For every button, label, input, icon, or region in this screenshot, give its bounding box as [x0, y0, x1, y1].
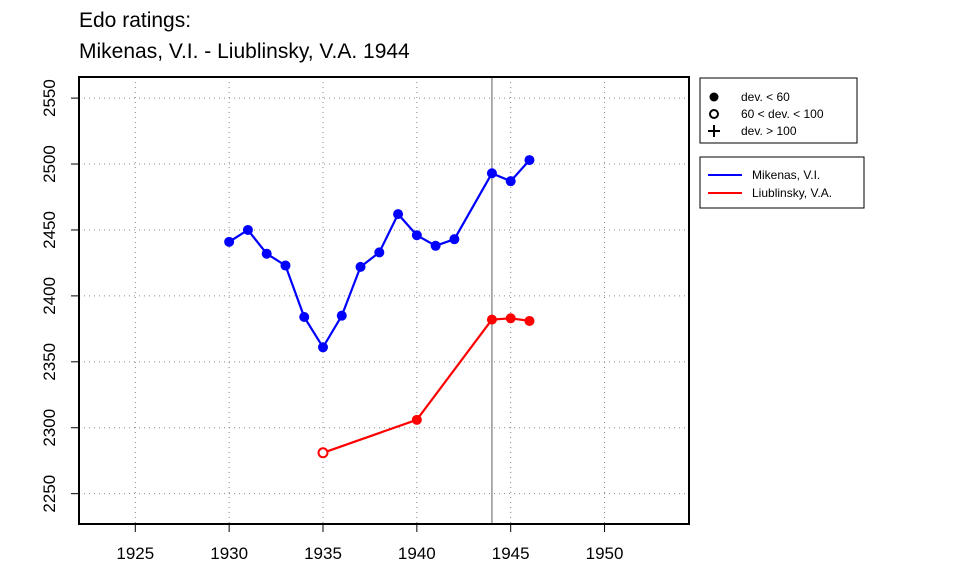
- x-tick-label: 1950: [586, 544, 624, 563]
- marker-legend-box: [699, 77, 858, 144]
- data-point: [299, 311, 310, 322]
- x-tick-label: 1930: [210, 544, 248, 563]
- marker-legend: dev. < 60 60 < dev. < 100 dev. > 100: [699, 77, 858, 144]
- data-point: [317, 447, 329, 459]
- legend-open-circle-icon: [709, 109, 719, 119]
- series-legend-box: [699, 156, 865, 209]
- marker-legend-label: dev. < 60: [741, 90, 790, 104]
- data-points: [224, 155, 535, 459]
- x-tick-label: 1925: [116, 544, 154, 563]
- data-point: [355, 261, 366, 272]
- series-line-1: [322, 317, 530, 454]
- data-point: [505, 176, 516, 187]
- x-tick-label: 1935: [304, 544, 342, 563]
- plot-frame: [78, 76, 690, 525]
- x-axis: 1925 1930 1935 1940 1945 1950: [116, 524, 623, 563]
- data-point: [486, 314, 497, 325]
- series-lines: [228, 159, 531, 454]
- y-tick-label: 2450: [40, 211, 59, 249]
- y-tick-label: 2550: [40, 79, 59, 117]
- data-point: [411, 414, 422, 425]
- legend-plus-icon: [708, 125, 720, 137]
- data-point: [486, 168, 497, 179]
- y-tick-label: 2500: [40, 145, 59, 183]
- series-legend: Mikenas, V.I. Liublinsky, V.A.: [699, 156, 865, 209]
- data-point: [524, 155, 535, 166]
- data-point: [505, 313, 516, 324]
- data-point: [374, 247, 385, 258]
- y-tick-label: 2400: [40, 277, 59, 315]
- x-tick-label: 1945: [492, 544, 530, 563]
- chart-title-line-1: Edo ratings:: [79, 9, 192, 32]
- data-point: [430, 240, 441, 251]
- y-tick-label: 2250: [40, 475, 59, 513]
- series-legend-label: Mikenas, V.I.: [752, 168, 820, 182]
- data-point: [449, 234, 460, 245]
- data-point: [393, 209, 404, 220]
- data-point: [242, 224, 253, 235]
- series-legend-label: Liublinsky, V.A.: [752, 186, 832, 200]
- data-point: [280, 260, 291, 271]
- data-point: [336, 310, 347, 321]
- marker-legend-label: dev. > 100: [741, 124, 797, 138]
- data-point: [411, 230, 422, 241]
- marker-legend-label: 60 < dev. < 100: [741, 107, 824, 121]
- series-line-0: [228, 159, 531, 350]
- data-point: [524, 315, 535, 326]
- data-point: [224, 236, 235, 247]
- y-tick-label: 2350: [40, 343, 59, 381]
- y-axis: 2250 2300 2350 2400 2450 2500 2550: [40, 79, 79, 513]
- data-point: [318, 342, 328, 353]
- x-tick-label: 1940: [398, 544, 436, 563]
- y-tick-label: 2300: [40, 409, 59, 447]
- data-point: [261, 248, 272, 259]
- chart-title-line-2: Mikenas, V.I. - Liublinsky, V.A. 1944: [79, 40, 410, 63]
- grid: [79, 77, 689, 524]
- legend-filled-circle-icon: [709, 92, 719, 102]
